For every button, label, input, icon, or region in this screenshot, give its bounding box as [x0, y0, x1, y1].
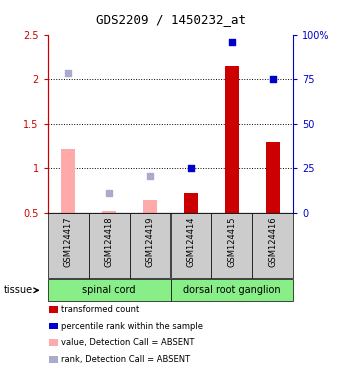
- Bar: [49, 306, 58, 313]
- Bar: [49, 323, 58, 329]
- Bar: [49, 356, 58, 363]
- Text: GSM124414: GSM124414: [187, 217, 195, 267]
- Bar: [184, 194, 198, 213]
- Point: [147, 172, 153, 179]
- Bar: [49, 339, 58, 346]
- Bar: [225, 66, 239, 213]
- Text: tissue: tissue: [3, 285, 32, 295]
- Point: [188, 166, 194, 172]
- Text: value, Detection Call = ABSENT: value, Detection Call = ABSENT: [61, 338, 195, 348]
- Bar: [61, 149, 75, 213]
- Text: GSM124417: GSM124417: [64, 217, 73, 267]
- Bar: [48, 279, 170, 301]
- Text: transformed count: transformed count: [61, 305, 139, 314]
- Bar: [211, 213, 252, 278]
- Text: GSM124416: GSM124416: [268, 217, 277, 267]
- Text: GSM124415: GSM124415: [227, 217, 236, 267]
- Bar: [170, 279, 293, 301]
- Text: rank, Detection Call = ABSENT: rank, Detection Call = ABSENT: [61, 355, 191, 364]
- Bar: [48, 213, 89, 278]
- Bar: [170, 213, 211, 278]
- Text: GSM124418: GSM124418: [105, 217, 114, 267]
- Text: GDS2209 / 1450232_at: GDS2209 / 1450232_at: [95, 13, 246, 26]
- Point: [65, 70, 71, 76]
- Bar: [143, 200, 157, 213]
- Text: dorsal root ganglion: dorsal root ganglion: [183, 285, 281, 295]
- Bar: [89, 213, 130, 278]
- Point: [270, 76, 276, 82]
- Point: [229, 39, 235, 45]
- Point: [106, 190, 112, 197]
- Text: spinal cord: spinal cord: [83, 285, 136, 295]
- Bar: [130, 213, 170, 278]
- Bar: [252, 213, 293, 278]
- Text: GSM124419: GSM124419: [146, 217, 154, 267]
- Bar: [102, 211, 116, 213]
- Text: percentile rank within the sample: percentile rank within the sample: [61, 321, 203, 331]
- Bar: [266, 142, 280, 213]
